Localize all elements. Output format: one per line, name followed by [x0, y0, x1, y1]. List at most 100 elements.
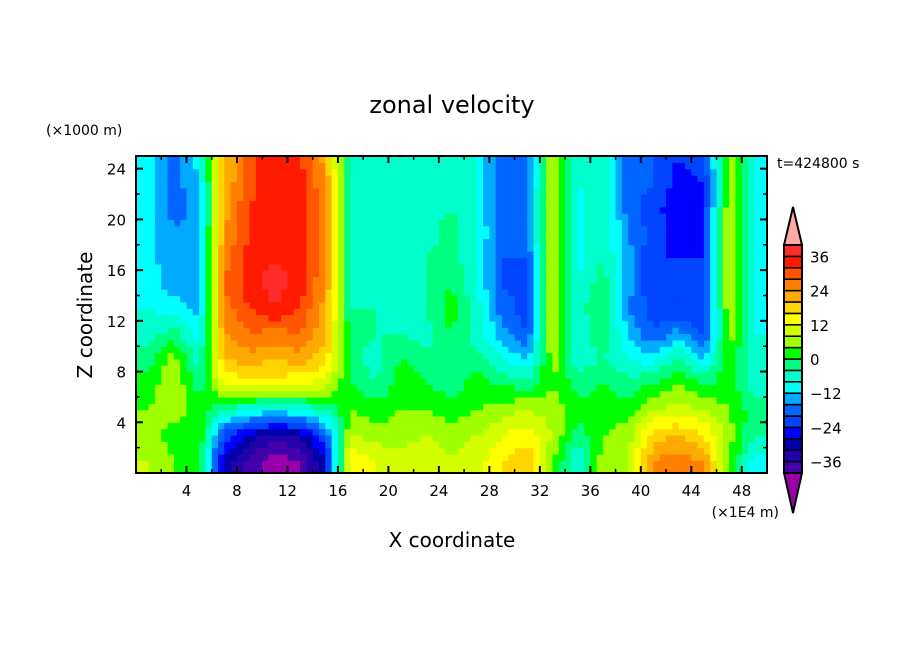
field-cell [148, 333, 156, 341]
field-cell [445, 327, 453, 335]
field-cell [470, 434, 478, 442]
field-cell [407, 377, 415, 385]
field-cell [722, 396, 730, 404]
field-cell [382, 403, 389, 411]
field-cell [438, 162, 446, 170]
field-cell [653, 327, 661, 335]
field-cell [287, 327, 295, 335]
field-cell [281, 377, 289, 385]
field-cell [161, 187, 169, 195]
field-cell [666, 333, 673, 341]
field-cell [173, 156, 181, 163]
field-cell [224, 232, 232, 240]
field-cell [426, 276, 434, 284]
field-cell [489, 200, 497, 208]
field-cell [527, 434, 535, 442]
field-cell [356, 339, 364, 347]
field-cell [306, 194, 314, 201]
field-cell [470, 428, 478, 436]
field-cell [634, 371, 642, 379]
field-cell [382, 396, 389, 404]
field-cell [268, 371, 276, 379]
field-cell [356, 282, 364, 290]
field-cell [287, 270, 295, 278]
field-cell [356, 460, 364, 468]
field-cell [432, 213, 440, 220]
field-cell [268, 206, 276, 214]
field-cell [666, 175, 673, 182]
field-cell [729, 200, 737, 208]
field-cell [754, 371, 762, 379]
field-cell [173, 447, 181, 455]
field-cell [653, 175, 661, 182]
field-cell [741, 466, 749, 474]
field-cell [438, 194, 446, 201]
field-cell [647, 200, 655, 208]
field-cell [691, 194, 699, 201]
field-cell [432, 466, 440, 474]
field-cell [602, 447, 610, 455]
field-cell [520, 276, 528, 284]
field-cell [666, 466, 673, 474]
field-cell [628, 181, 636, 189]
field-cell [205, 460, 213, 468]
field-cell [754, 346, 762, 354]
field-cell [300, 409, 307, 417]
field-cell [741, 314, 749, 322]
field-cell [281, 156, 289, 163]
field-cell [703, 289, 711, 297]
field-cell [293, 206, 301, 214]
field-cell [602, 333, 610, 341]
field-cell [287, 257, 295, 265]
field-cell [476, 181, 484, 189]
field-cell [476, 390, 484, 398]
field-cell [186, 352, 194, 360]
field-cell [483, 263, 490, 271]
field-cell [445, 200, 453, 208]
field-cell [647, 225, 655, 233]
field-cell [218, 327, 225, 335]
field-cell [565, 384, 572, 392]
field-cell [356, 289, 364, 297]
field-cell [653, 194, 661, 201]
field-cell [716, 358, 724, 366]
field-cell [262, 213, 270, 220]
field-cell [489, 187, 497, 195]
field-cell [388, 200, 396, 208]
field-cell [691, 213, 699, 220]
field-cell [489, 358, 497, 366]
field-cell [552, 187, 560, 195]
field-cell [300, 244, 307, 252]
field-cell [224, 270, 232, 278]
field-cell [697, 447, 705, 455]
field-cell [268, 244, 276, 252]
field-cell [672, 295, 680, 303]
field-cell [382, 206, 389, 214]
field-cell [596, 428, 604, 436]
field-cell [230, 257, 238, 265]
field-cell [748, 390, 755, 398]
field-cell [136, 390, 143, 398]
field-cell [539, 276, 547, 284]
field-cell [464, 377, 472, 385]
field-cell [243, 162, 251, 170]
field-cell [495, 466, 503, 474]
field-cell [218, 200, 225, 208]
field-cell [230, 466, 238, 474]
field-cell [735, 403, 743, 411]
field-cell [760, 282, 768, 290]
field-cell [432, 181, 440, 189]
field-cell [565, 263, 572, 271]
field-cell [312, 263, 320, 271]
field-cell [369, 206, 377, 214]
field-cell [350, 441, 358, 449]
field-cell [413, 422, 421, 430]
field-cell [274, 257, 282, 265]
field-cell [703, 466, 711, 474]
field-cell [419, 422, 427, 430]
field-cell [192, 409, 200, 417]
field-cell [697, 295, 705, 303]
field-cell [180, 396, 188, 404]
field-cell [741, 377, 749, 385]
field-cell [255, 320, 263, 328]
